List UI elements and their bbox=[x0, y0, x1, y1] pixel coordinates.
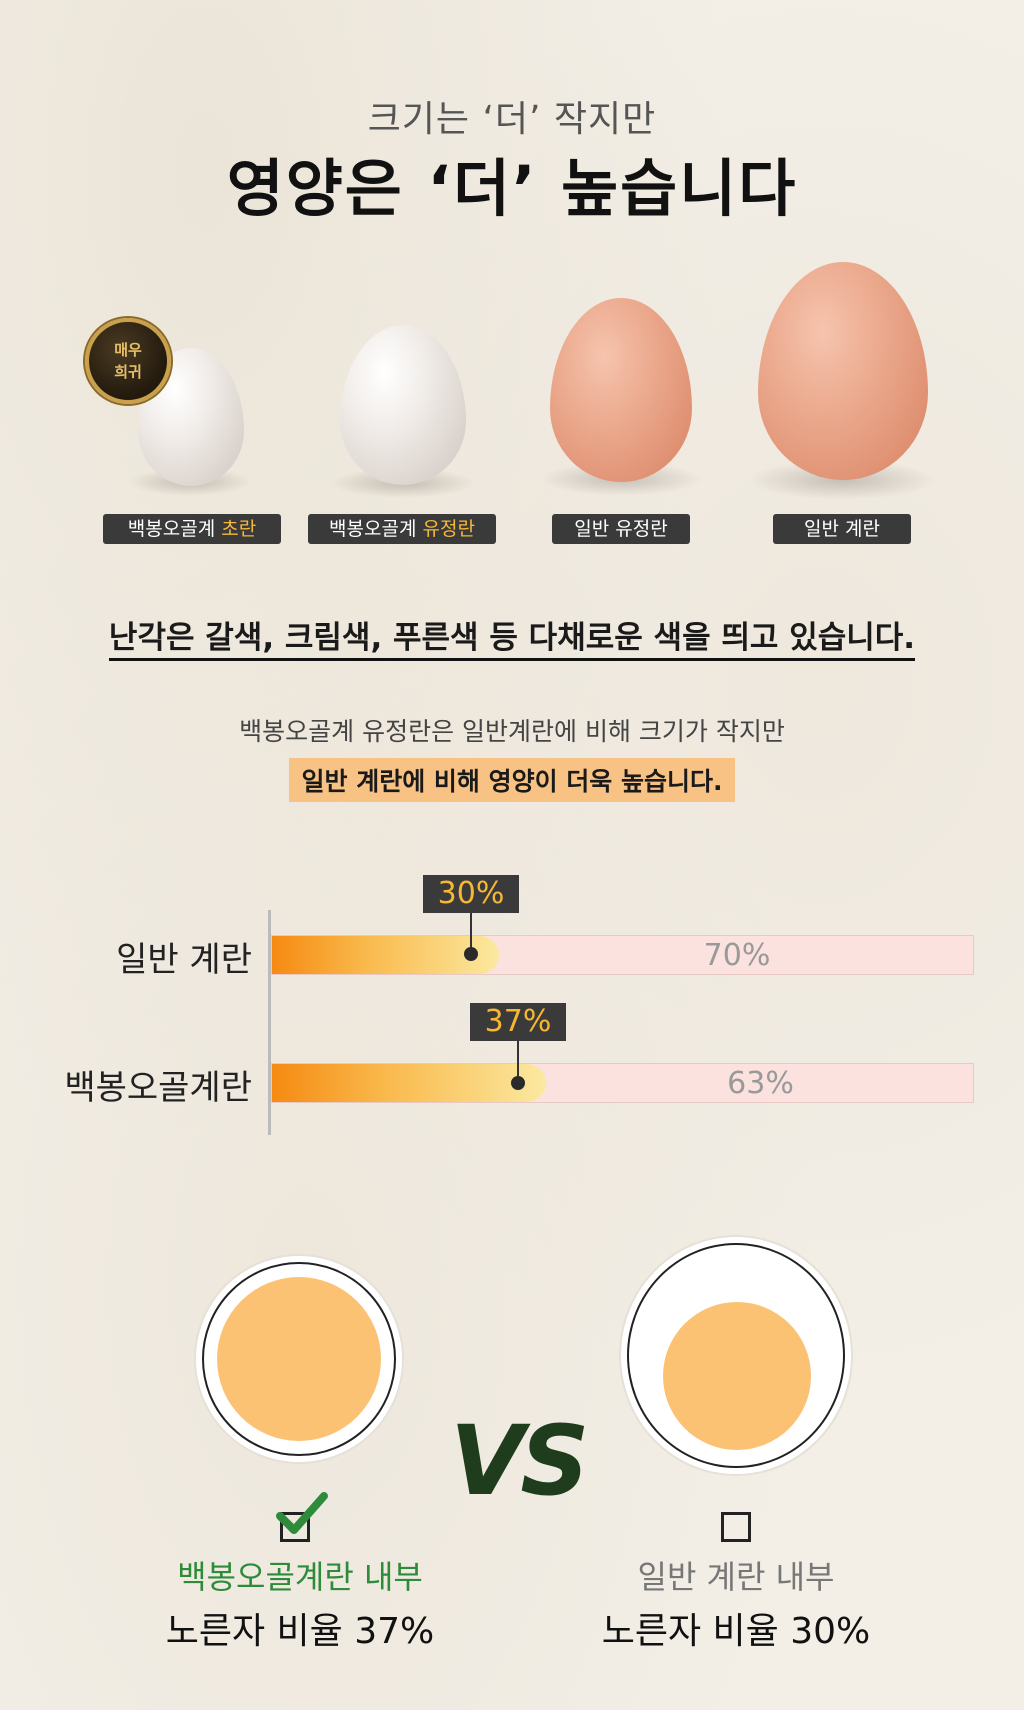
egg-interior-regular bbox=[627, 1243, 845, 1468]
egg-interior-baekbong bbox=[202, 1262, 396, 1456]
caption-baekbong: 백봉오골계란 내부 노른자 비율 37% bbox=[100, 1552, 500, 1654]
egg-label-baekbong: 백봉오골계 유정란 bbox=[308, 514, 496, 544]
bar-track: 70% bbox=[271, 935, 974, 975]
yolk-regular bbox=[663, 1302, 811, 1450]
vs-label: VS bbox=[450, 1405, 589, 1517]
category-label: 백봉오골계란 bbox=[64, 1068, 252, 1108]
callout-dot bbox=[511, 1076, 525, 1090]
egg-image-baekbong bbox=[340, 325, 466, 485]
bar-value-callout: 30% bbox=[423, 875, 519, 913]
page-title: 영양은 ‘더’ 높습니다 bbox=[226, 152, 798, 225]
badge-line1: 매우 bbox=[114, 341, 142, 359]
callout-stem bbox=[470, 913, 472, 953]
category-label: 일반 계란 bbox=[116, 940, 252, 980]
checkbox-checked bbox=[280, 1512, 310, 1542]
rare-badge: 매우 희귀 bbox=[85, 318, 171, 404]
caption-name: 일반 계란 내부 bbox=[637, 1558, 835, 1596]
caption-regular: 일반 계란 내부 노른자 비율 30% bbox=[536, 1552, 936, 1654]
bar-value-callout: 37% bbox=[470, 1003, 566, 1041]
egg-image-regular bbox=[758, 262, 928, 480]
comparison-highlight: 일반 계란에 비해 영양이 더욱 높습니다. bbox=[289, 758, 735, 802]
check-icon bbox=[276, 1492, 328, 1534]
egg-label-text: 백봉오골계 bbox=[329, 518, 423, 540]
egg-label-text: 일반 계란 bbox=[804, 518, 880, 540]
egg-image-fertile bbox=[550, 298, 692, 482]
egg-label-choran: 백봉오골계 초란 bbox=[103, 514, 281, 544]
egg-label-regular: 일반 계란 bbox=[773, 514, 911, 544]
comparison-line1: 백봉오골계 유정란은 일반계란에 비해 크기가 작지만 bbox=[239, 717, 785, 746]
egg-label-text: 일반 유정란 bbox=[574, 518, 668, 540]
egg-label-text: 백봉오골계 bbox=[127, 518, 222, 540]
caption-ratio: 노른자 비율 37% bbox=[165, 1611, 435, 1652]
subtitle: 크기는 ‘더’ 작지만 bbox=[367, 99, 657, 140]
chart-axis bbox=[268, 910, 271, 1135]
comparison-line2-wrap: 일반 계란에 비해 영양이 더욱 높습니다. bbox=[0, 758, 1024, 802]
checkbox-unchecked bbox=[721, 1512, 751, 1542]
bar-fill bbox=[272, 1064, 546, 1102]
shell-color-note: 난각은 갈색, 크림색, 푸른색 등 다채로운 색을 띄고 있습니다. bbox=[0, 612, 1024, 661]
bar-rest-label: 70% bbox=[703, 938, 771, 973]
bar-fill bbox=[272, 936, 499, 974]
shell-note-text: 난각은 갈색, 크림색, 푸른색 등 다채로운 색을 띄고 있습니다. bbox=[108, 620, 916, 661]
callout-stem bbox=[517, 1041, 519, 1081]
bar-rest-label: 63% bbox=[727, 1066, 794, 1101]
egg-label-fertile: 일반 유정란 bbox=[552, 514, 690, 544]
yolk-baekbong bbox=[217, 1277, 381, 1441]
egg-label-highlight: 유정란 bbox=[422, 518, 475, 540]
caption-name: 백봉오골계란 내부 bbox=[177, 1558, 423, 1596]
callout-dot bbox=[464, 947, 478, 961]
caption-ratio: 노른자 비율 30% bbox=[601, 1611, 871, 1652]
egg-label-highlight: 초란 bbox=[221, 518, 257, 540]
bar-track: 63% bbox=[271, 1063, 974, 1103]
badge-line2: 희귀 bbox=[114, 363, 142, 381]
